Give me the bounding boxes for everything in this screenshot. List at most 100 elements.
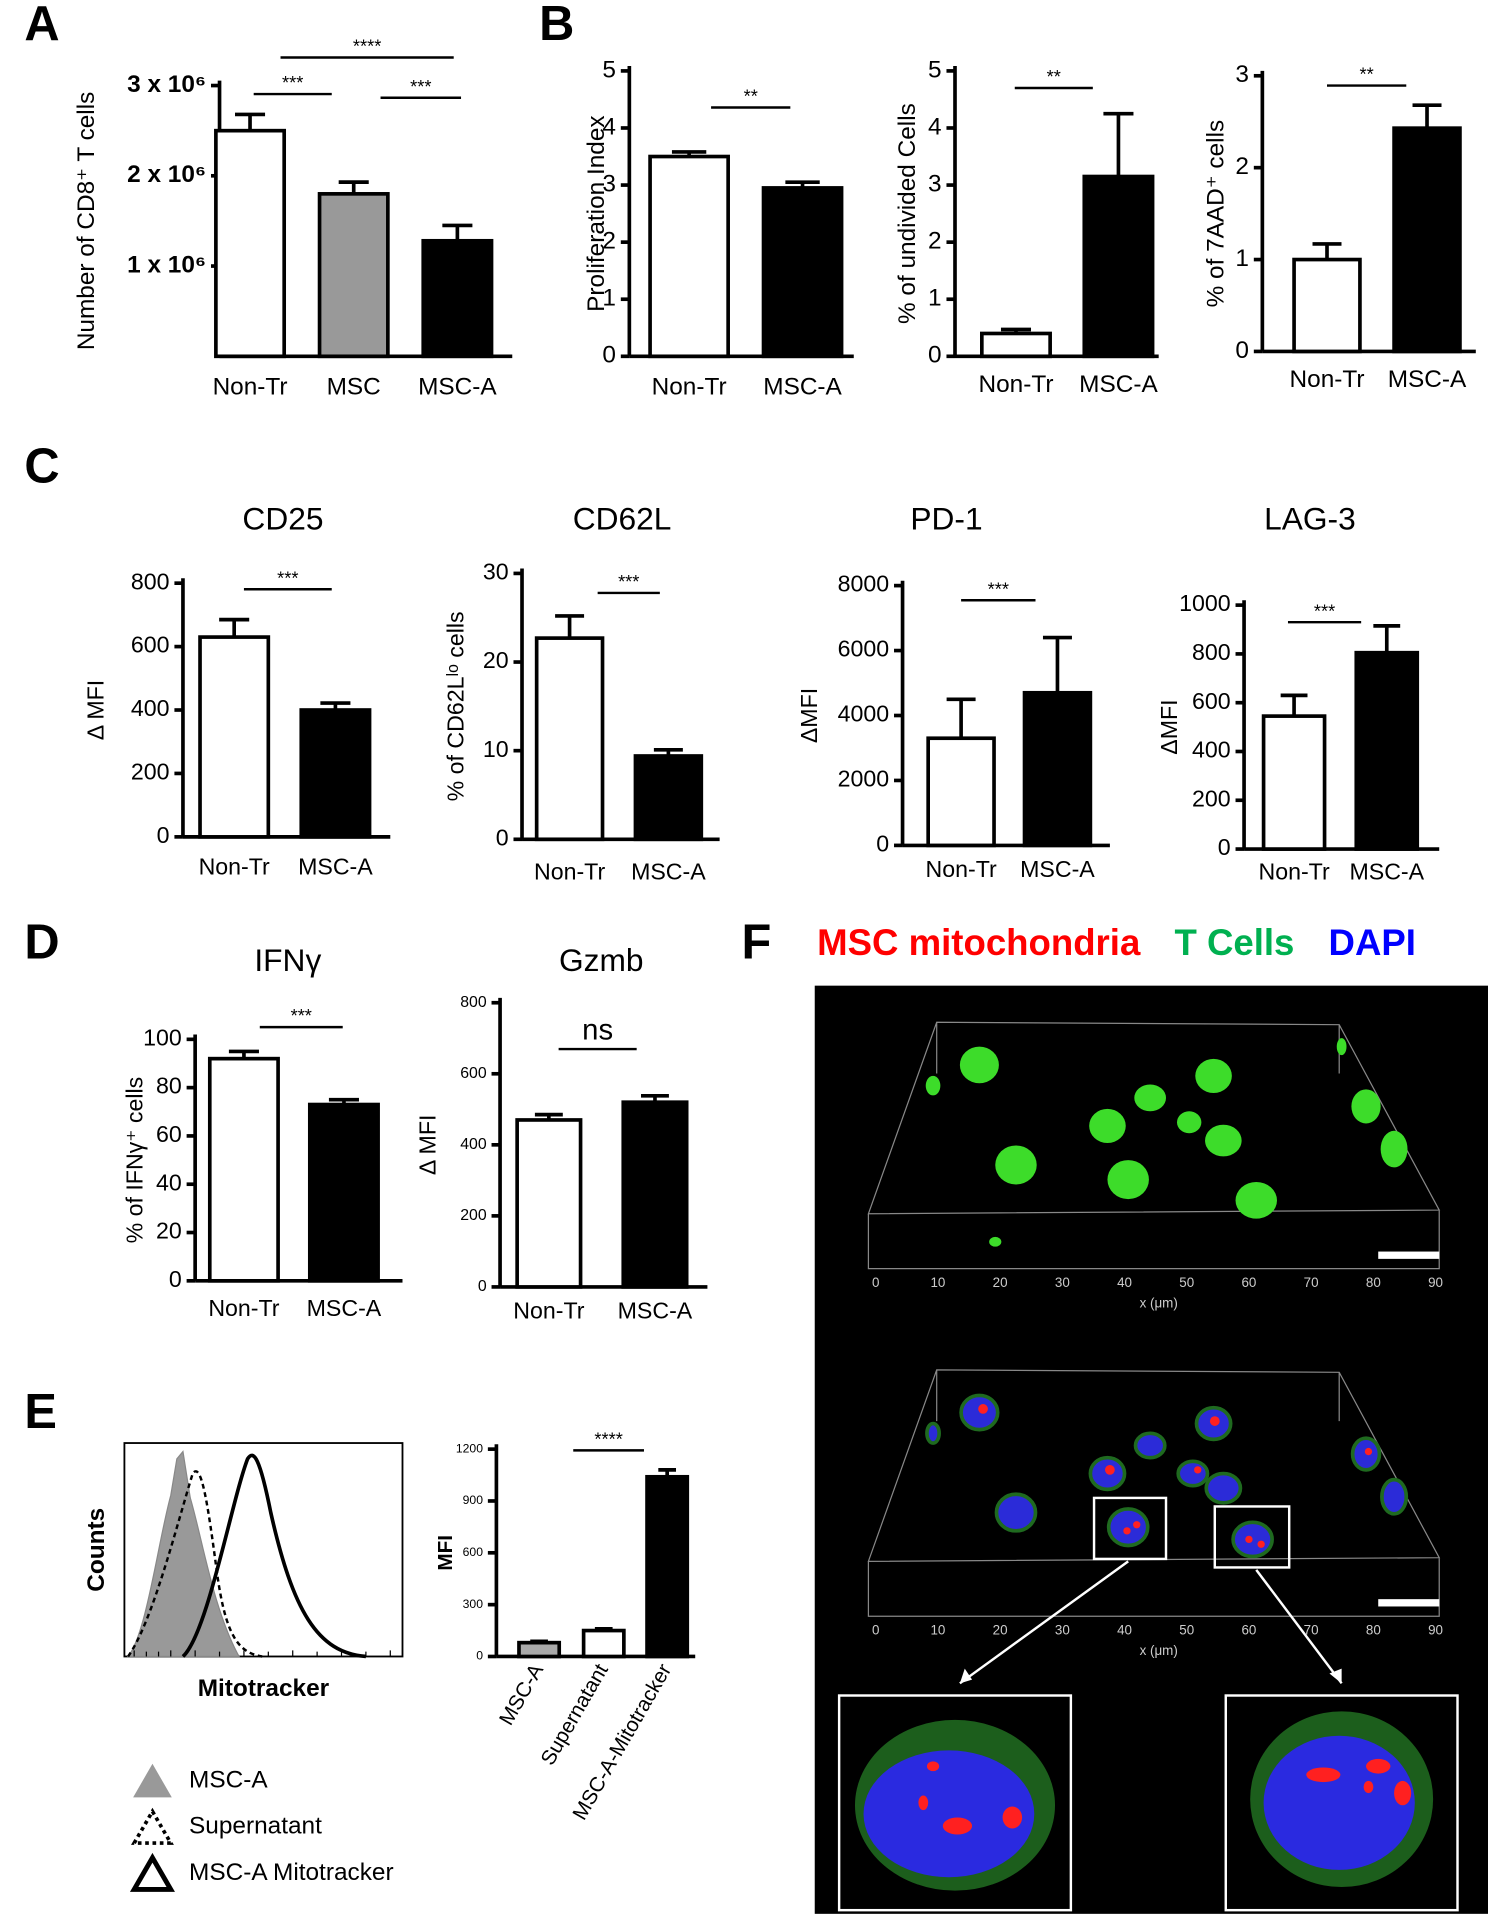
y-axis-label: Δ MFI [414, 1115, 440, 1176]
inset-mitochondria [1306, 1758, 1412, 1806]
significance-label: *** [291, 1005, 312, 1026]
y-tick-label: 0 [928, 342, 942, 369]
channel-label: T Cells [1174, 922, 1294, 963]
scale-bar [1378, 1251, 1440, 1259]
x-tick-label: MSC-A [298, 854, 373, 880]
y-tick-label: 5 [602, 56, 616, 83]
image-x-tick: 0 [872, 1622, 879, 1637]
x-tick-label: Non-Tr [926, 856, 997, 882]
panel-label: D [24, 915, 59, 969]
y-tick-label: 0 [476, 1649, 483, 1663]
significance-label: *** [1314, 600, 1335, 621]
bar [299, 708, 372, 839]
panel-label: A [24, 0, 59, 51]
inset-nucleus [1263, 1735, 1415, 1870]
t-cells [925, 1038, 1408, 1247]
x-tick-label: MSC-A [1079, 371, 1158, 398]
y-tick-label: 0 [496, 824, 509, 850]
significance-label: **** [353, 36, 381, 57]
image-x-tick: 60 [1241, 1622, 1256, 1637]
y-tick-label: 4 [928, 113, 942, 140]
y-tick-label: 30 [483, 559, 509, 585]
bar [214, 128, 287, 359]
image-x-tick: 0 [872, 1275, 879, 1290]
histogram-curves [123, 1442, 404, 1659]
legend-icon [129, 1852, 175, 1892]
legend-label: MSC-A Mitotracker [189, 1859, 394, 1886]
bar [581, 1628, 626, 1659]
y-tick-label: 600 [1192, 688, 1231, 714]
bar [198, 635, 271, 839]
y-tick-label: 8000 [838, 571, 890, 597]
image-x-tick: 60 [1241, 1275, 1256, 1290]
x-tick-label: MSC-A [1388, 366, 1467, 393]
bar [645, 1474, 690, 1659]
image-x-tick: 20 [993, 1275, 1008, 1290]
x-tick-label: MSC-A [631, 859, 706, 885]
x-tick-label: Non-Tr [199, 854, 270, 880]
chart-title: CD62L [573, 500, 672, 536]
image-x-tick: 20 [993, 1622, 1008, 1637]
y-tick-label: 3 [928, 171, 942, 198]
image-x-tick: 90 [1428, 1622, 1443, 1637]
bar [1292, 257, 1362, 354]
x-tick-label: MSC-A [763, 373, 842, 400]
y-axis-label: Counts [83, 1508, 110, 1592]
bar [317, 192, 390, 359]
y-tick-label: 4000 [838, 701, 890, 727]
bar [1261, 714, 1327, 851]
bar [761, 186, 844, 359]
bar [307, 1102, 380, 1283]
y-tick-label: 6000 [838, 636, 890, 662]
x-tick-label: Non-Tr [534, 859, 605, 885]
bar [1022, 690, 1093, 848]
channel-label: MSC mitochondria [817, 922, 1141, 963]
x-tick-label: MSC-A [418, 373, 497, 400]
y-axis-label: MFI [434, 1535, 457, 1571]
x-axis-label: Mitotracker [198, 1675, 330, 1702]
bar [1082, 174, 1155, 359]
y-tick-label: 1 x 10⁶ [127, 251, 206, 278]
y-axis-label: Proliferation Index [583, 115, 610, 311]
y-tick-label: 10 [483, 736, 509, 762]
x-tick-label: MSC-A [307, 1295, 382, 1321]
bar [926, 736, 996, 848]
image-x-tick: 40 [1117, 1275, 1132, 1290]
x-tick-label: Non-Tr [513, 1298, 584, 1324]
panel-label: E [24, 1385, 57, 1439]
y-tick-label: 20 [483, 647, 509, 673]
y-tick-label: 40 [156, 1169, 182, 1195]
significance-label: ns [582, 1015, 613, 1047]
y-tick-label: 1 [602, 285, 616, 312]
curve-mitotracker [181, 1453, 367, 1659]
y-axis-label: % of IFNγ⁺ cells [122, 1077, 148, 1244]
x-tick-label: Non-Tr [979, 371, 1054, 398]
cube [867, 1021, 1441, 1270]
image-x-tick: 70 [1304, 1622, 1319, 1637]
legend-label: Supernatant [189, 1813, 322, 1840]
curve-msc-a [126, 1450, 241, 1658]
y-tick-label: 80 [156, 1073, 182, 1099]
significance-label: *** [410, 76, 431, 97]
x-tick-label: Non-Tr [208, 1295, 279, 1321]
log-ticks [133, 1650, 391, 1657]
zoom-box [1092, 1496, 1168, 1561]
bar [980, 331, 1052, 359]
bar [421, 238, 494, 359]
image-x-tick: 30 [1055, 1275, 1070, 1290]
image-x-tick: 10 [930, 1275, 945, 1290]
scale-bar [1378, 1599, 1440, 1607]
bar [621, 1100, 689, 1289]
channel-label: DAPI [1329, 922, 1416, 963]
significance-label: *** [988, 578, 1009, 599]
y-tick-label: 800 [1192, 639, 1231, 665]
chart-title: LAG-3 [1264, 500, 1356, 536]
bar [534, 636, 605, 842]
y-tick-label: 600 [131, 632, 170, 658]
y-tick-label: 400 [1192, 737, 1231, 763]
image-x-tick: 80 [1366, 1275, 1381, 1290]
y-tick-label: 200 [131, 759, 170, 785]
bar [648, 154, 730, 359]
y-tick-label: 2000 [838, 766, 890, 792]
